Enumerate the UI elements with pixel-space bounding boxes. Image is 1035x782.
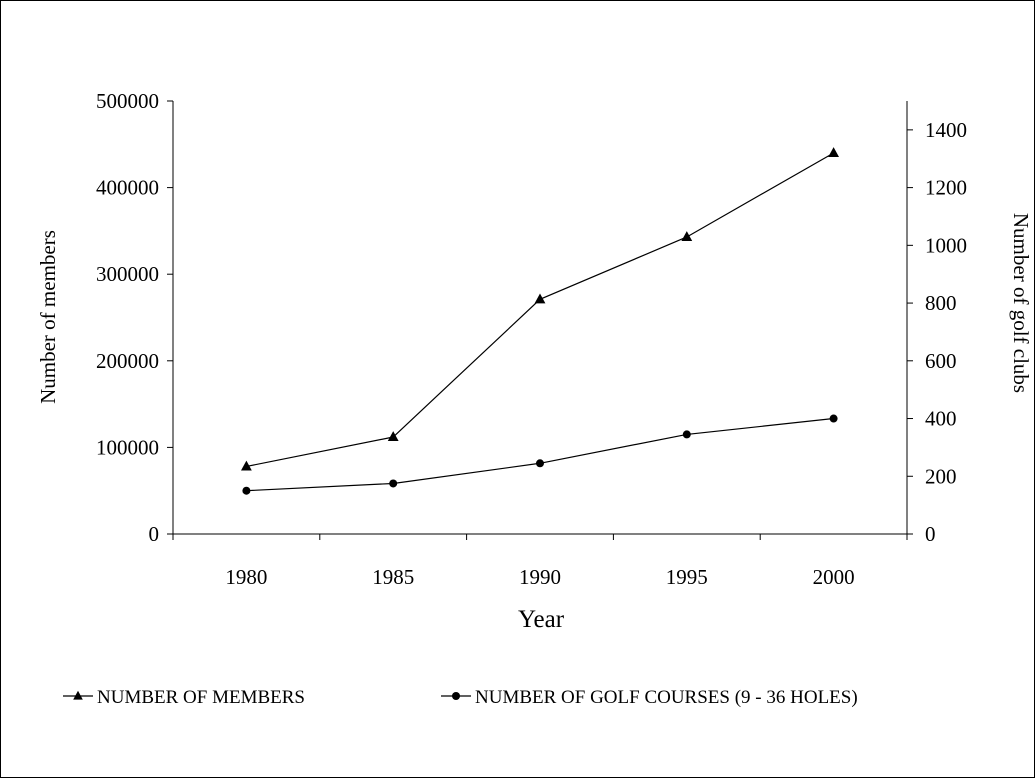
y-axis-title: Number of members bbox=[36, 230, 60, 404]
y2-tick-label: 1400 bbox=[925, 118, 967, 142]
data-point bbox=[536, 459, 544, 468]
y-tick-label: 200000 bbox=[96, 349, 159, 373]
y2-tick-label: 200 bbox=[925, 464, 957, 488]
series-line bbox=[246, 417, 834, 492]
data-point bbox=[681, 231, 693, 242]
data-point bbox=[389, 479, 398, 488]
data-point bbox=[828, 147, 839, 158]
y2-tick-label: 1000 bbox=[925, 233, 967, 257]
y2-tick-label: 400 bbox=[925, 407, 957, 431]
x-tick-label: 1995 bbox=[666, 565, 708, 589]
y2-tick-label: 0 bbox=[925, 522, 936, 546]
y2-tick-label: 800 bbox=[925, 291, 957, 315]
y-tick-label: 300000 bbox=[96, 262, 159, 286]
x-axis-title: Year bbox=[518, 606, 565, 633]
x-tick-label: 2000 bbox=[813, 565, 855, 589]
series-2 bbox=[242, 414, 838, 495]
legend-marker bbox=[73, 690, 83, 700]
data-point bbox=[387, 431, 399, 442]
legend-item: NUMBER OF MEMBERS bbox=[63, 687, 305, 708]
x-tick-label: 1980 bbox=[225, 565, 267, 589]
y2-tick-label: 1200 bbox=[925, 176, 967, 200]
legend-label: NUMBER OF MEMBERS bbox=[97, 687, 305, 708]
data-point bbox=[241, 460, 252, 471]
axes: 0 100000 200000 300000 400000 500000 0 200 400 60… bbox=[96, 89, 967, 589]
x-tick-label: 1985 bbox=[372, 565, 414, 589]
y-tick-label: 100000 bbox=[96, 435, 159, 459]
y-tick-label: 500000 bbox=[96, 89, 159, 113]
y2-axis-title: Number of golf clubs bbox=[1009, 213, 1033, 393]
data-point bbox=[682, 430, 691, 439]
y-tick-label: 0 bbox=[149, 522, 160, 546]
series-line bbox=[246, 152, 834, 468]
legend-label: NUMBER OF GOLF COURSES (9 - 36 HOLES) bbox=[475, 687, 858, 708]
data-point bbox=[534, 293, 546, 304]
data-point bbox=[829, 414, 838, 423]
series-1 bbox=[241, 147, 839, 471]
data-point bbox=[242, 486, 251, 495]
legend: NUMBER OF MEMBERS NUMBER OF GOLF COURSES … bbox=[63, 687, 858, 708]
x-tick-label: 1990 bbox=[519, 565, 561, 589]
legend-marker bbox=[452, 692, 460, 700]
y-tick-label: 400000 bbox=[96, 176, 159, 200]
series-layer bbox=[241, 147, 839, 495]
legend-item: NUMBER OF GOLF COURSES (9 - 36 HOLES) bbox=[441, 687, 858, 708]
y2-tick-label: 600 bbox=[925, 349, 957, 373]
